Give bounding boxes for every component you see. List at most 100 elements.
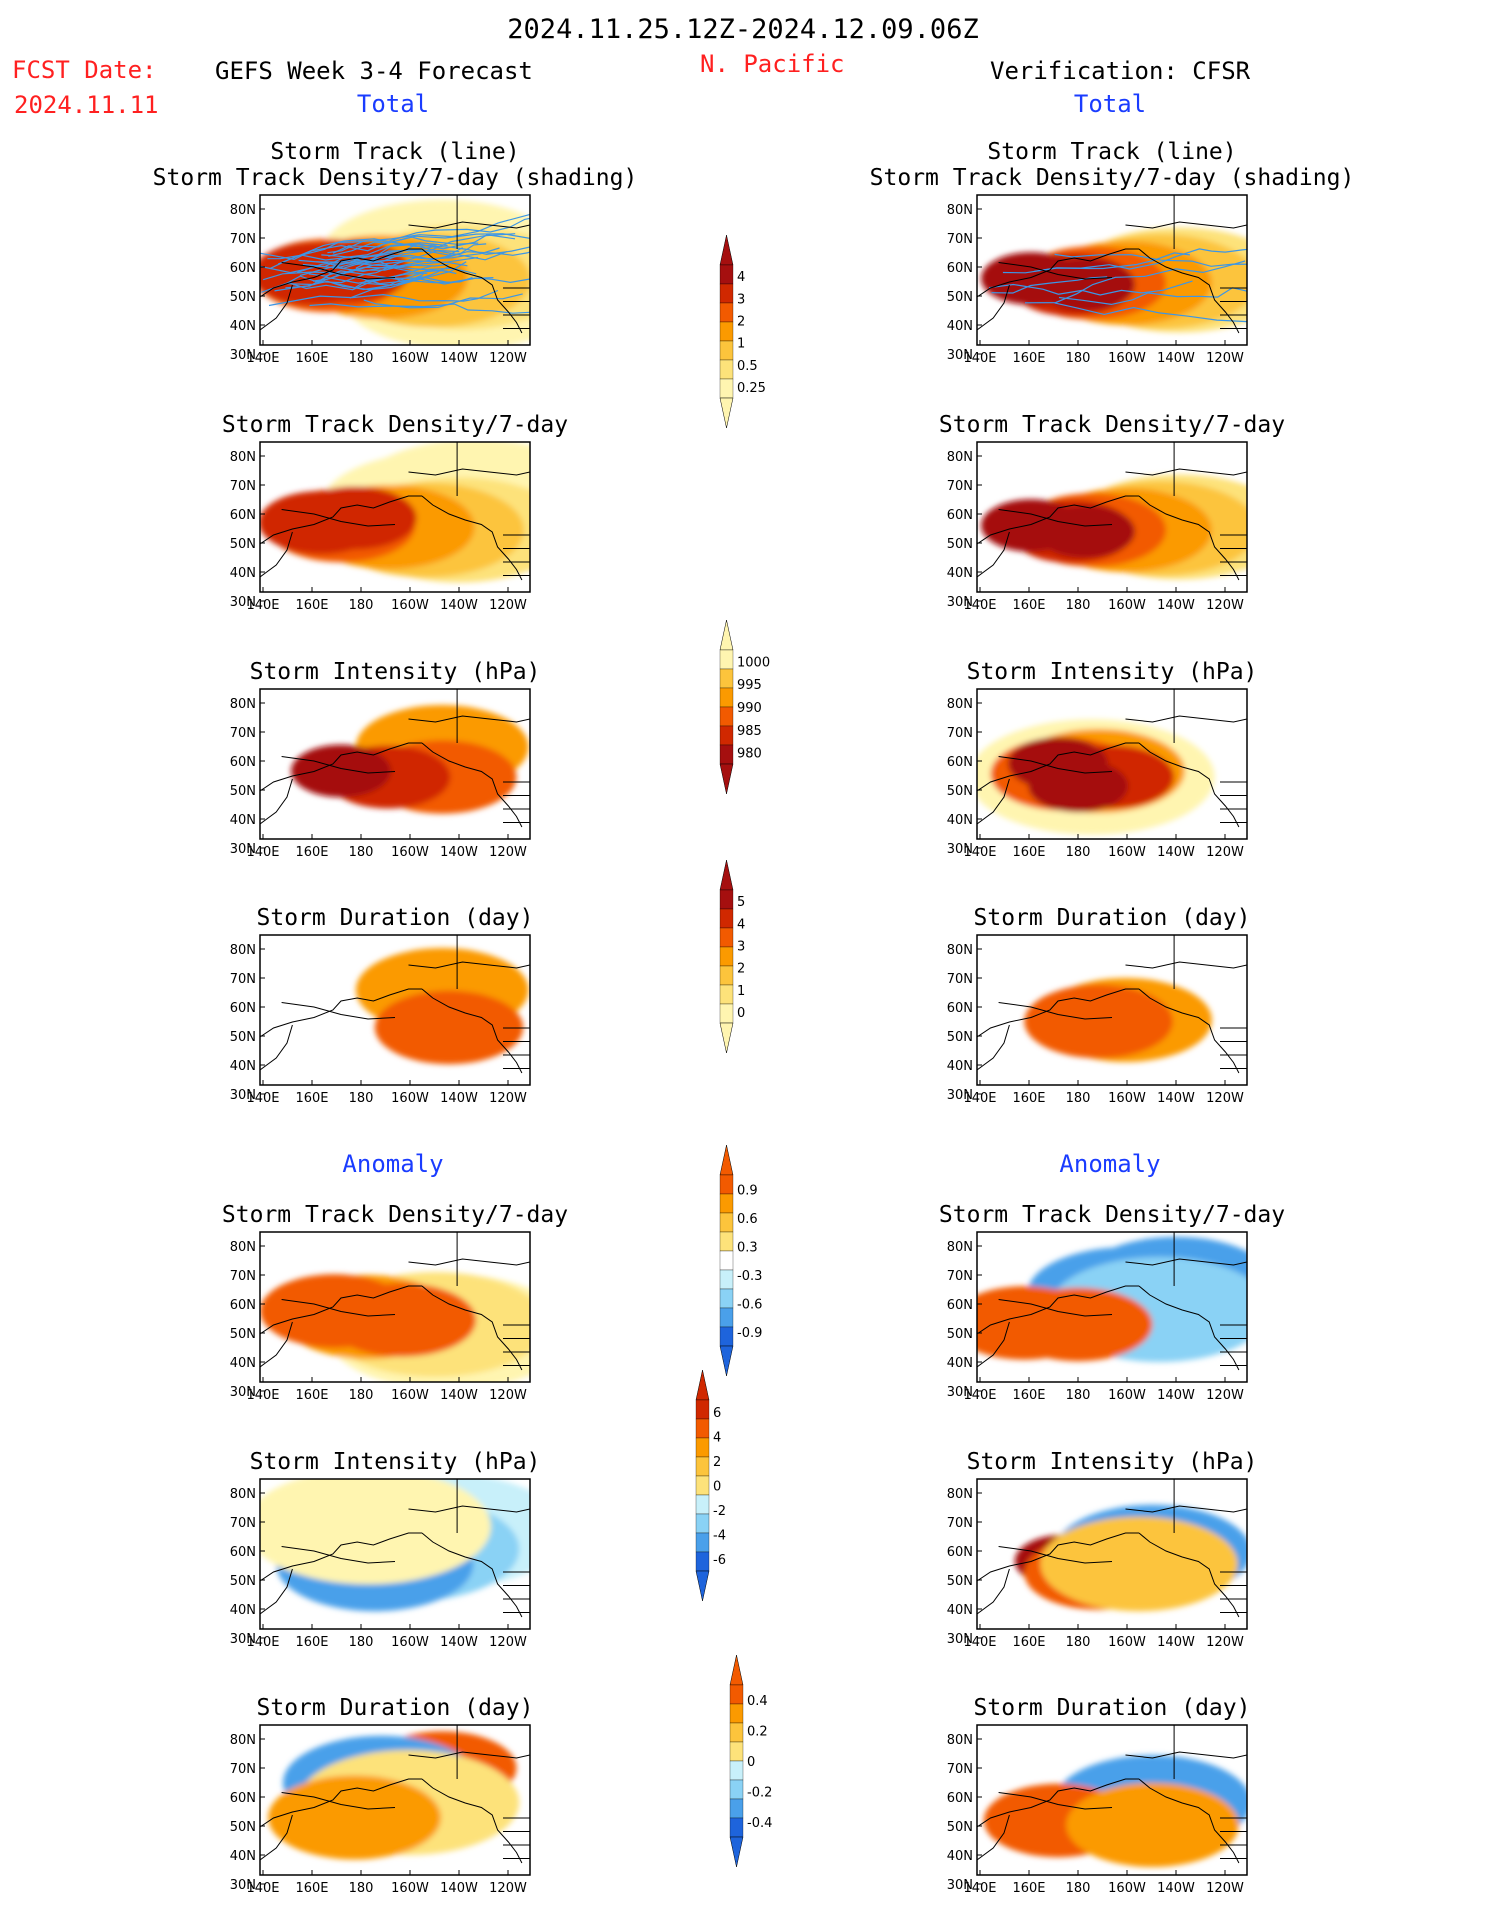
x-tick-label: 160E [1012,1388,1045,1403]
x-tick-label: 160W [391,845,429,860]
colorbar-label: 0 [747,1755,755,1770]
x-tick-label: 140E [963,351,996,366]
x-tick-label: 140E [246,845,279,860]
y-tick-label: 50N [947,1574,973,1589]
y-tick-label: 80N [947,943,973,958]
x-tick-label: 180 [1066,351,1091,366]
colorbar-swatch [729,1760,744,1781]
panel-7: Storm Duration (day)80N70N60N50N40N30N14… [230,905,534,1106]
storm-track-line [355,277,530,288]
panel-title: Storm Duration (day) [974,905,1251,931]
colorbar-swatch [719,668,734,689]
panel-title: Storm Intensity (hPa) [250,1449,541,1475]
x-tick-label: 160W [1108,1881,1146,1896]
date-range-title: 2024.11.25.12Z-2024.12.09.06Z [507,14,978,45]
colorbar-label: 4 [713,1431,721,1446]
colorbar-swatch [719,1174,734,1195]
shading-cell [1028,759,1129,813]
x-tick-label: 160W [391,1881,429,1896]
x-tick-label: 140E [963,1388,996,1403]
panel-5: Storm Intensity (hPa)80N70N60N50N40N30N1… [230,659,541,860]
x-tick-label: 120W [1206,1388,1244,1403]
y-tick-label: 60N [230,508,256,523]
y-tick-label: 60N [230,755,256,770]
x-tick-label: 140W [1157,598,1195,613]
storm-track-line [316,249,460,284]
coastline [977,1725,1247,1864]
total-label-left: Total [357,90,429,118]
colorbar-6: 0.4 0.2 0 -0.2 -0.4 [729,1654,772,1868]
storm-track-line [334,266,449,291]
y-tick-label: 50N [947,1820,973,1835]
y-tick-label: 40N [947,1849,973,1864]
x-tick-label: 140E [246,1091,279,1106]
x-tick-label: 160E [295,598,328,613]
x-tick-label: 180 [1066,1388,1091,1403]
y-tick-label: 70N [230,1269,256,1284]
colorbar-swatch [719,946,734,967]
colorbar-swatch [719,706,734,727]
panel-title: Storm Intensity (hPa) [967,1449,1258,1475]
x-tick-label: 140W [440,845,478,860]
colorbar-label: 6 [713,1406,721,1421]
plot-frame [259,1478,531,1630]
storm-track-line [332,251,530,270]
panel-1: Storm Track (line)Storm Track Density/7-… [153,139,638,366]
x-tick-label: 120W [489,1881,527,1896]
y-tick-label: 40N [230,1603,256,1618]
colorbar-3: 5 4 3 2 1 0 [719,859,745,1054]
colorbar-swatch [695,1551,710,1572]
colorbar-label: 4 [737,270,745,285]
region-title: N. Pacific [700,50,845,78]
colorbar-label: -0.9 [737,1326,762,1341]
x-tick-label: 120W [489,1388,527,1403]
panel-4: Storm Track Density/7-day 80N 70N 60N 50N 40N… [939,412,1285,613]
storm-track-line [298,259,457,275]
x-tick-label: 160E [1012,1091,1045,1106]
colorbar-swatch [729,1798,744,1819]
x-tick-label: 140W [1157,1635,1195,1650]
y-tick-label: 80N [947,1487,973,1502]
y-tick-label: 80N [230,1240,256,1255]
x-tick-label: 140E [963,598,996,613]
shading-cell [291,744,391,798]
y-tick-label: 40N [947,1603,973,1618]
x-tick-label: 160W [391,1635,429,1650]
coastline [260,689,530,828]
y-tick-label: 80N [230,450,256,465]
coastline [977,195,1247,334]
colorbar-swatch [719,1307,734,1328]
x-tick-label: 160E [1012,351,1045,366]
colorbar-label: 2 [737,962,745,977]
panel-title: Storm Track Density/7-day [939,412,1285,438]
x-tick-label: 160W [1108,1635,1146,1650]
x-tick-label: 160W [1108,1091,1146,1106]
y-tick-label: 60N [230,1001,256,1016]
colorbar-swatch [695,1418,710,1439]
y-tick-label: 50N [947,1030,973,1045]
colorbar-swatch [719,725,734,746]
panel-9: Storm Track Density/7-day 80N 70N 60N 50N 40N… [222,1202,568,1403]
plot-frame [976,1231,1248,1383]
x-tick-label: 120W [1206,598,1244,613]
colorbar-swatch [719,649,734,670]
storm-track-line [289,265,434,291]
storm-track-line [1058,287,1247,306]
colorbar-label: 0 [737,1006,745,1021]
y-tick-label: 80N [947,697,973,712]
x-tick-label: 180 [1066,1881,1091,1896]
plot-frame [976,688,1248,840]
x-tick-label: 160W [1108,845,1146,860]
colorbar-swatch [719,1003,734,1024]
y-tick-label: 70N [947,1516,973,1531]
x-tick-label: 140W [1157,1881,1195,1896]
x-tick-label: 180 [349,351,374,366]
x-tick-label: 120W [1206,1635,1244,1650]
x-tick-label: 140E [246,1388,279,1403]
y-tick-label: 30N [230,1632,256,1647]
colorbar-swatch [695,1494,710,1515]
x-tick-label: 120W [489,845,527,860]
y-tick-label: 50N [230,1030,256,1045]
y-tick-label: 60N [947,508,973,523]
x-tick-label: 140W [440,1388,478,1403]
